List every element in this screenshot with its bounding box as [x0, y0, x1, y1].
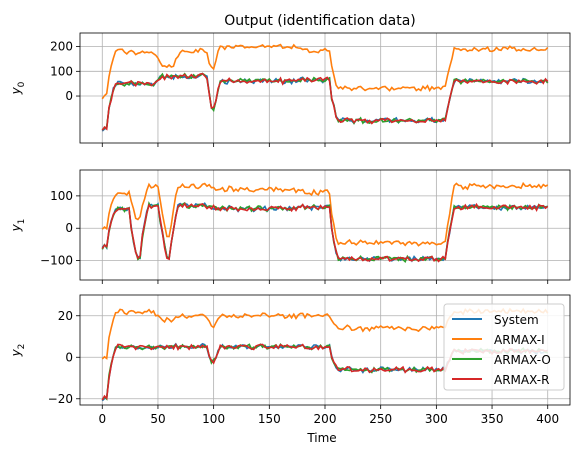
y-tick-label: 0 — [65, 89, 73, 103]
y-tick-label: 200 — [50, 40, 73, 54]
y-axis-label: y1 — [9, 219, 27, 233]
axes-y0: 0 100 200 y0 — [9, 32, 571, 147]
y-tick-label: 100 — [50, 64, 73, 78]
y-tick-label: 100 — [50, 189, 73, 203]
axes-y1: −100 0 100 y1 — [9, 169, 571, 284]
x-tick-label: 150 — [258, 412, 281, 426]
legend-label-armax-r: ARMAX-R — [494, 373, 549, 387]
x-tick-label: 50 — [150, 412, 165, 426]
x-tick-label: 0 — [98, 412, 106, 426]
y-tick-label: 0 — [65, 221, 73, 235]
y-axis-label: y0 — [9, 81, 27, 95]
y-axis-label: y2 — [9, 344, 27, 358]
y-tick-label: −100 — [40, 254, 73, 268]
series-line-armax-i — [101, 181, 549, 247]
series-line-armax-i — [101, 43, 549, 100]
legend-label-armax-o: ARMAX-O — [494, 353, 551, 367]
x-tick-label: 100 — [202, 412, 225, 426]
y-tick-label: −20 — [48, 392, 73, 406]
series-group — [101, 43, 549, 132]
x-tick-label: 200 — [314, 412, 337, 426]
chart-title: Output (identification data) — [224, 13, 416, 29]
series-line-armax-r — [101, 202, 549, 263]
x-tick-label: 300 — [425, 412, 448, 426]
y-tick-label: 0 — [65, 350, 73, 364]
series-group — [101, 181, 549, 264]
x-tick-label: 250 — [369, 412, 392, 426]
legend: System ARMAX-I ARMAX-O ARMAX-R — [443, 303, 565, 391]
legend-label-armax-i: ARMAX-I — [494, 333, 545, 347]
y-tick-label: 20 — [58, 309, 73, 323]
legend-label-system: System — [494, 313, 539, 327]
legend-box — [443, 303, 565, 391]
x-tick-label: 400 — [536, 412, 559, 426]
x-tick-label: 350 — [481, 412, 504, 426]
x-axis-label: Time — [306, 431, 336, 445]
series-line-armax-r — [101, 72, 549, 131]
